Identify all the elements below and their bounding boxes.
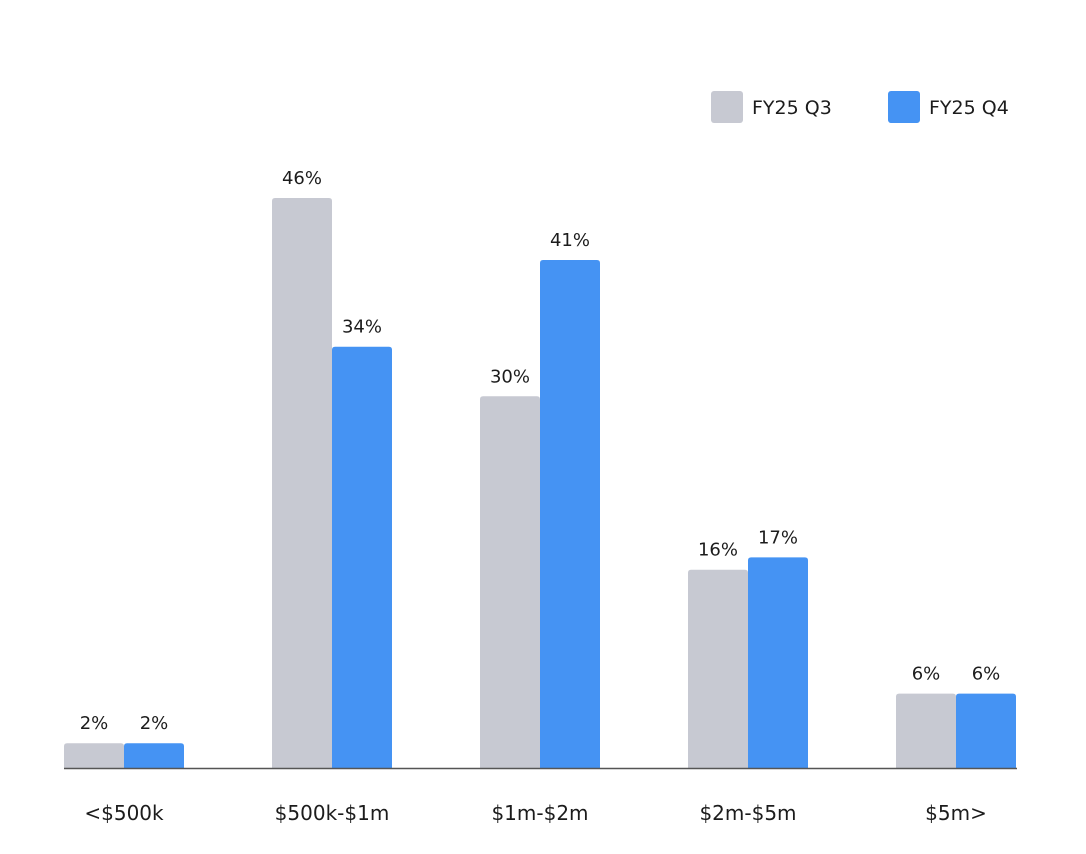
bar-value-labels: 2% 2% 46% 34% 30% 41% 16% 17% 6% 6%	[80, 168, 1001, 734]
bars	[64, 198, 1016, 768]
category-label: $500k-$1m	[275, 801, 390, 825]
bar-fy25-q4-1	[332, 346, 392, 768]
legend-label: FY25 Q4	[929, 97, 1009, 119]
bar-value-label: 16%	[698, 540, 738, 561]
category-label: <$500k	[84, 801, 164, 825]
bar-value-label: 34%	[342, 317, 382, 338]
bar-fy25-q3-2	[480, 396, 540, 768]
category-label: $5m>	[925, 801, 987, 825]
bar-value-label: 2%	[140, 713, 169, 734]
bar-fy25-q4-2	[540, 259, 600, 768]
bar-fy25-q4-4	[956, 693, 1016, 768]
bar-value-label: 6%	[972, 664, 1001, 685]
bar-value-label: 17%	[758, 527, 798, 548]
bar-value-label: 30%	[490, 366, 530, 387]
category-label: $2m-$5m	[699, 801, 796, 825]
bar-fy25-q4-0	[124, 743, 184, 768]
category-label: $1m-$2m	[491, 801, 588, 825]
bar-value-label: 41%	[550, 230, 590, 251]
bar-fy25-q3-4	[896, 693, 956, 768]
bar-fy25-q3-0	[64, 743, 124, 768]
category-labels: <$500k $500k-$1m $1m-$2m $2m-$5m $5m>	[84, 801, 986, 825]
legend-label: FY25 Q3	[752, 97, 832, 119]
legend-swatch	[888, 91, 920, 123]
bar-fy25-q4-3	[748, 557, 808, 768]
bar-value-label: 6%	[912, 664, 941, 685]
bar-value-label: 2%	[80, 713, 109, 734]
bar-fy25-q3-3	[688, 569, 748, 768]
legend: FY25 Q3 FY25 Q4	[711, 91, 1009, 123]
bar-value-label: 46%	[282, 168, 322, 189]
bar-fy25-q3-1	[272, 198, 332, 768]
legend-swatch	[711, 91, 743, 123]
